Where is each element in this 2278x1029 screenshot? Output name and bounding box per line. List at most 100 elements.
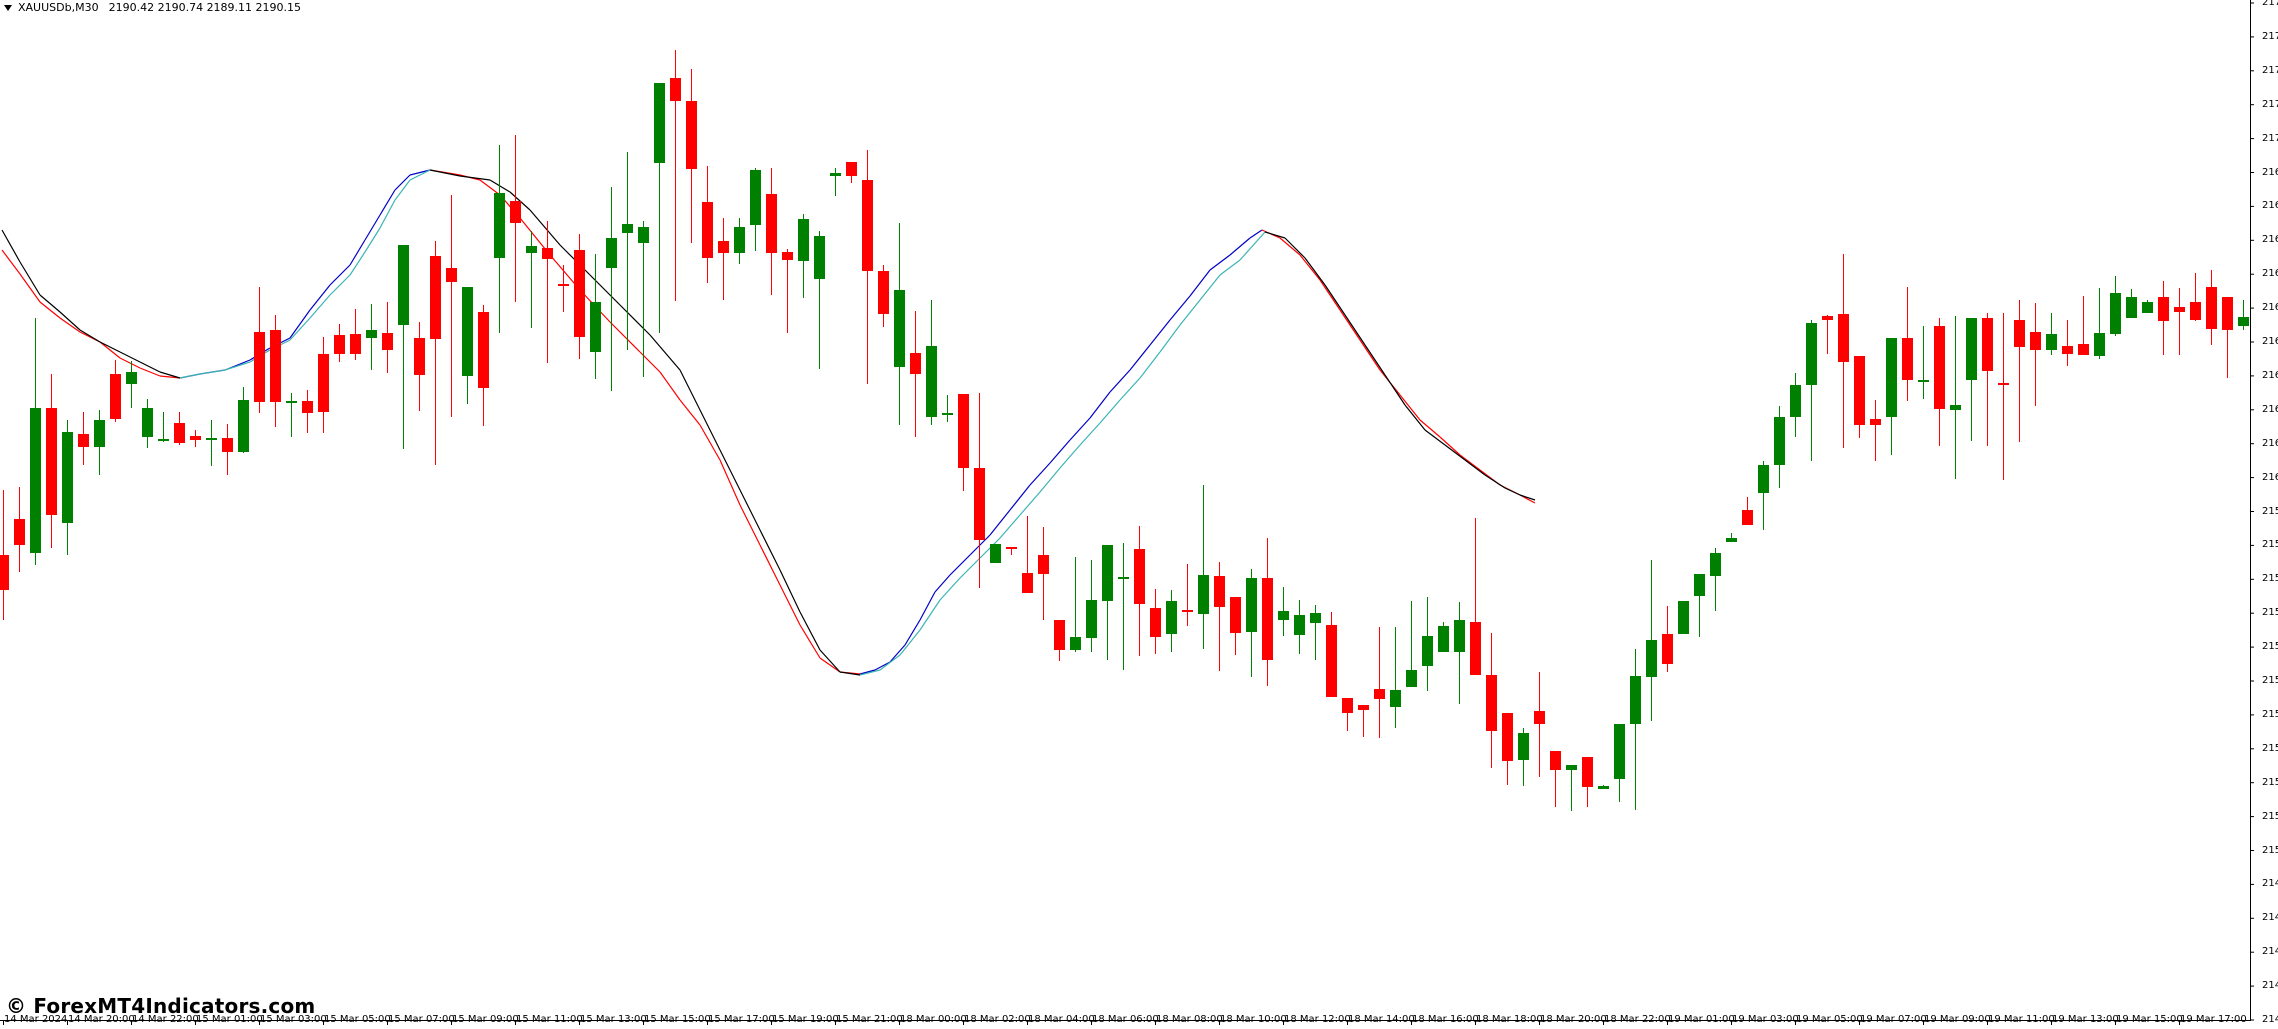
time-tick-label: 14 Mar 22:00 — [132, 1014, 199, 1025]
dropdown-triangle-icon[interactable] — [4, 4, 12, 11]
ma-fast-line — [1209, 254, 1231, 271]
ma-fast-line — [889, 644, 906, 663]
price-tick-label: 2170.20 — [2262, 132, 2278, 144]
ma-slow-line — [1304, 257, 1326, 286]
bullish-candle — [2094, 288, 2105, 359]
ma-slow-line — [1424, 429, 1446, 446]
price-tick-label: 2155.00 — [2262, 675, 2278, 686]
bullish-candle — [30, 318, 41, 565]
bearish-candle — [222, 424, 233, 475]
bullish-candle — [1246, 569, 1257, 677]
price-tick-label: 2163.55 — [2262, 369, 2278, 381]
time-tick-label: 15 Mar 03:00 — [260, 1014, 327, 1025]
bullish-candle — [1198, 485, 1209, 649]
bullish-candle — [590, 254, 601, 379]
bearish-candle — [190, 430, 201, 447]
bullish-candle — [94, 410, 105, 475]
bullish-candle — [462, 287, 473, 404]
bullish-candle — [638, 221, 649, 377]
time-tick-label: 15 Mar 21:00 — [836, 1014, 903, 1025]
ma-slow-line — [1364, 344, 1386, 376]
bearish-candle — [1118, 543, 1129, 670]
ma-slow-line — [759, 529, 781, 571]
price-tick-label: 2165.45 — [2262, 302, 2278, 314]
ma-slow-line — [879, 654, 901, 671]
ma-slow-line — [799, 611, 821, 651]
bullish-candle — [142, 399, 153, 448]
bearish-candle — [558, 265, 569, 312]
ma-fast-line — [799, 624, 821, 659]
bullish-candle — [622, 152, 633, 350]
price-tick-label: 2166.40 — [2262, 268, 2278, 280]
bearish-candle — [110, 360, 121, 422]
bullish-candle — [750, 168, 761, 251]
ma-fast-line — [1249, 229, 1263, 239]
time-tick-label: 19 Mar 01:00 — [1668, 1014, 1735, 1025]
bearish-candle — [158, 412, 169, 442]
price-tick-label: 2154.05 — [2262, 708, 2278, 720]
price-tick-label: 2153.10 — [2262, 742, 2278, 754]
bearish-candle — [2014, 300, 2025, 442]
bullish-candle — [1726, 533, 1737, 542]
ma-slow-line — [1199, 274, 1221, 301]
ma-fast-line — [159, 375, 181, 379]
price-tick-label: 2159.75 — [2262, 505, 2278, 517]
bullish-candle — [1678, 601, 1689, 634]
bullish-candle — [1630, 649, 1641, 810]
ma-fast-line — [1319, 279, 1341, 311]
time-tick-label: 18 Mar 04:00 — [1028, 1014, 1095, 1025]
chart-title-bar: XAUUSDb,M30 2190.42 2190.74 2189.11 2190… — [4, 1, 301, 14]
bearish-candle — [702, 166, 713, 283]
ma-fast-line — [1, 249, 21, 275]
bearish-candle — [1838, 254, 1849, 448]
bullish-candle — [1406, 601, 1417, 687]
bearish-candle — [958, 394, 969, 491]
ma-slow-line — [224, 361, 251, 371]
bearish-candle — [1054, 620, 1065, 661]
bullish-candle — [2046, 313, 2057, 355]
bearish-candle — [1022, 516, 1033, 593]
time-tick-label: 18 Mar 20:00 — [1540, 1014, 1607, 1025]
bearish-candle — [1934, 318, 1945, 446]
ma-slow-line — [379, 199, 396, 229]
bearish-candle — [446, 195, 457, 417]
time-tick-label: 18 Mar 08:00 — [1156, 1014, 1223, 1025]
ma-fast-line — [874, 661, 891, 671]
bearish-candle — [414, 322, 425, 411]
bearish-candle — [478, 305, 489, 426]
bullish-candle — [1390, 627, 1401, 728]
time-tick-label: 14 Mar 2024 — [4, 1014, 68, 1025]
bearish-candle — [1822, 315, 1833, 354]
ma-slow-line — [679, 369, 701, 411]
ma-fast-line — [479, 179, 501, 196]
bearish-candle — [270, 315, 281, 427]
bullish-candle — [1790, 373, 1801, 437]
bullish-candle — [238, 387, 249, 453]
bullish-candle — [990, 544, 1001, 563]
bullish-candle — [1598, 785, 1609, 789]
ma-fast-line — [1279, 237, 1301, 256]
time-tick-label: 19 Mar 13:00 — [2052, 1014, 2119, 1025]
ma-slow-line — [1139, 351, 1161, 379]
ma-fast-line — [919, 591, 936, 621]
time-tick-label: 15 Mar 17:00 — [708, 1014, 775, 1025]
price-tick-label: 2146.45 — [2262, 980, 2278, 992]
ma-slow-line — [309, 294, 331, 319]
bullish-candle — [1454, 602, 1465, 704]
ma-fast-line — [1169, 295, 1191, 321]
time-tick-label: 18 Mar 12:00 — [1284, 1014, 1351, 1025]
ma-fast-line — [289, 309, 311, 339]
bullish-candle — [1166, 590, 1177, 652]
ma-fast-line — [39, 301, 61, 319]
bearish-candle — [2222, 297, 2233, 378]
ma-slow-line — [349, 251, 366, 276]
ma-slow-line — [699, 409, 721, 451]
ma-fast-line — [139, 367, 161, 377]
bearish-candle — [1470, 518, 1481, 675]
bearish-candle — [510, 135, 521, 302]
bearish-candle — [718, 218, 729, 300]
bullish-candle — [1806, 320, 1817, 461]
time-tick-label: 18 Mar 18:00 — [1476, 1014, 1543, 1025]
